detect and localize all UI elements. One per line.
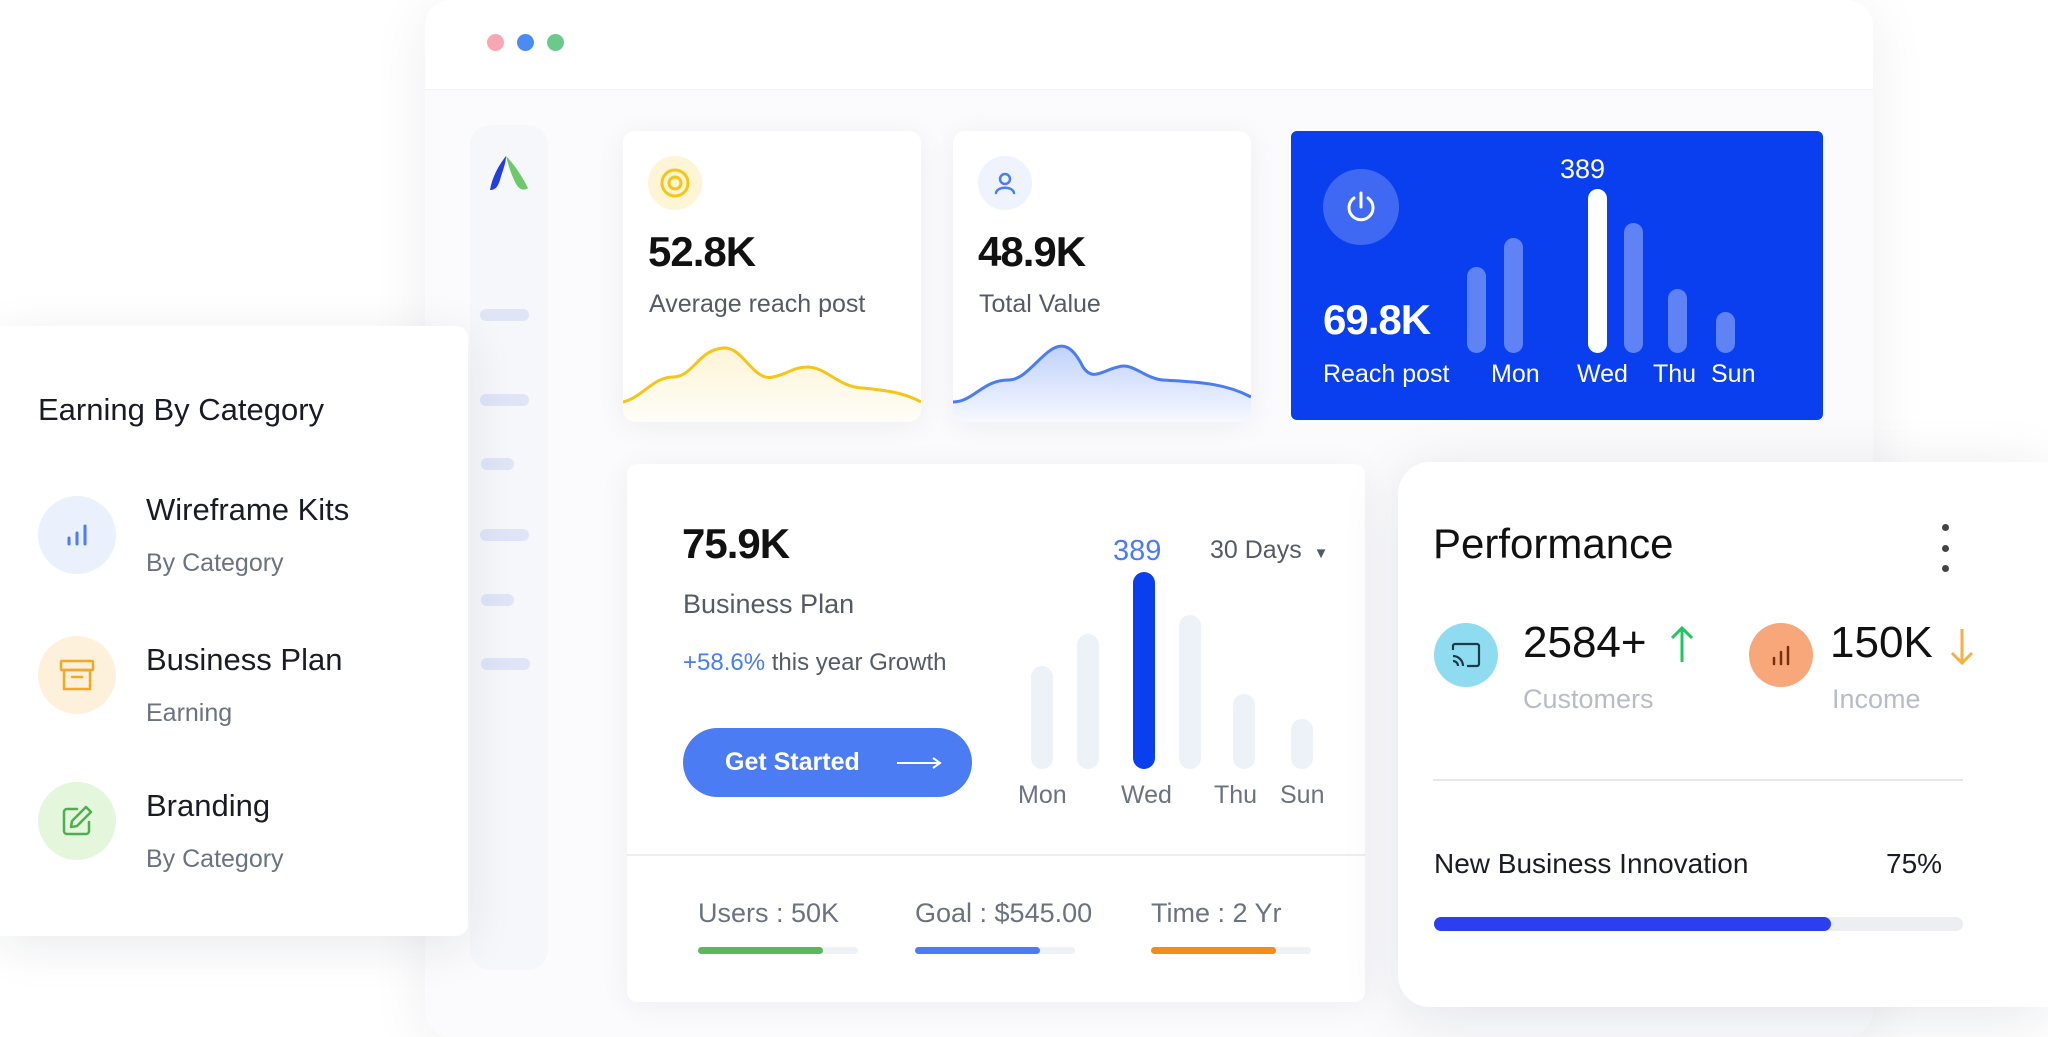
reach-day-label: Sun [1711,360,1756,388]
goal-progress-fill [915,947,1040,954]
close-window-button[interactable] [487,34,504,51]
goal-progress-track [915,947,1075,954]
reach-bar-peak [1588,189,1607,353]
sidebar-nav-item-6[interactable] [481,658,530,670]
business-day-label: Mon [1018,781,1067,809]
arrow-right-icon [897,757,942,769]
time-stat-label: Time : 2 Yr [1151,898,1282,928]
business-bar [1179,615,1201,769]
power-icon[interactable] [1323,169,1399,245]
target-icon [648,156,702,210]
app-logo[interactable] [484,148,534,198]
category-sub: Earning [146,699,233,727]
business-peak-label: 389 [1113,535,1162,567]
maximize-window-button[interactable] [547,34,564,51]
minimize-window-button[interactable] [517,34,534,51]
reach-day-label: Thu [1653,360,1697,388]
performance-title: Performance [1433,520,1674,567]
get-started-button[interactable]: Get Started [683,728,972,797]
cast-icon [1434,623,1498,687]
category-sub: By Category [146,549,284,577]
stat-sparkline [953,344,1251,422]
stat-card-total-value: 48.9K Total Value [953,131,1251,422]
innovation-label: New Business Innovation [1434,848,1749,879]
sidebar-nav-item-1[interactable] [480,309,529,321]
innovation-progress-track [1434,917,1963,931]
goal-stat-label: Goal : $545.00 [915,898,1093,928]
sidebar-nav-item-4[interactable] [480,529,529,541]
bar-chart-icon [38,496,116,574]
stat-value: 52.8K [648,228,756,275]
income-label: Income [1832,684,1921,714]
users-progress-track [698,947,858,954]
reach-bar [1716,312,1735,353]
business-day-label: Sun [1280,781,1325,809]
business-label: Business Plan [683,589,855,619]
reach-day-label: Mon [1491,360,1540,388]
reach-post-card: 69.8K Reach post 389 Mon Wed Thu Sun [1291,131,1823,420]
bar-chart-icon [1749,623,1813,687]
category-name[interactable]: Business Plan [146,642,343,677]
users-progress-fill [698,947,823,954]
customers-label: Customers [1523,684,1654,714]
stat-value: 48.9K [978,228,1086,275]
sidebar-nav-item-2[interactable] [480,394,529,406]
reach-bar [1624,223,1643,353]
sidebar-nav-item-3[interactable] [481,458,514,470]
chevron-down-icon: ▼ [1313,545,1329,562]
income-value: 150K [1830,618,1933,667]
window-titlebar [425,0,1873,90]
edit-icon [38,782,116,860]
business-day-label: Thu [1214,781,1258,809]
category-sub: By Category [146,845,284,873]
performance-card [1398,462,2048,1007]
business-bar [1291,719,1313,769]
earning-by-category-title: Earning By Category [38,392,325,427]
arrow-down-icon [1950,629,1974,666]
period-select[interactable]: 30 Days ▼ [1210,536,1329,565]
reach-value: 69.8K [1323,296,1431,343]
stat-card-average-reach: 52.8K Average reach post [623,131,921,422]
business-divider [627,854,1365,856]
innovation-percent: 75% [1886,848,1943,879]
growth-text: +58.6% this year Growth [683,649,946,677]
growth-value: +58.6% [683,649,766,676]
business-value: 75.9K [682,520,790,567]
stat-sparkline [623,346,921,422]
more-options-icon[interactable] [1930,524,1960,572]
customers-value: 2584+ [1523,618,1647,667]
reach-label: Reach post [1323,360,1450,388]
time-progress-fill [1151,947,1276,954]
arrow-up-icon [1670,625,1694,662]
reach-bar [1467,267,1486,353]
stat-label: Average reach post [649,290,866,318]
business-bar [1031,666,1053,769]
reach-bar [1668,289,1687,353]
innovation-progress-fill [1434,917,1831,931]
archive-box-icon [38,636,116,714]
business-bar-peak [1133,572,1155,769]
users-stat-label: Users : 50K [698,898,840,928]
reach-peak-label: 389 [1560,154,1606,184]
business-bar [1077,634,1099,769]
growth-label: this year Growth [765,649,947,676]
period-select-value: 30 Days [1210,536,1302,564]
business-bar [1233,694,1255,769]
reach-bar [1504,238,1523,353]
category-name[interactable]: Wireframe Kits [146,492,350,527]
sidebar-nav-item-5[interactable] [481,594,514,606]
time-progress-track [1151,947,1311,954]
get-started-label: Get Started [725,748,860,776]
performance-divider [1433,779,1963,781]
user-icon [978,156,1032,210]
sidebar [470,125,548,970]
business-day-label: Wed [1121,781,1172,809]
category-name[interactable]: Branding [146,788,271,823]
reach-day-label: Wed [1577,360,1628,388]
stat-label: Total Value [979,290,1101,318]
